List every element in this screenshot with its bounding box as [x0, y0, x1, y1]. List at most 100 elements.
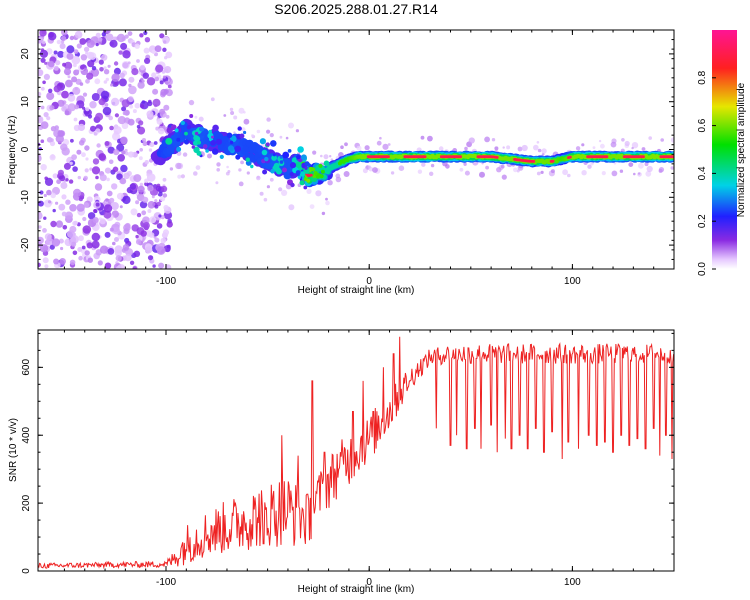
- ridge-blob: [282, 167, 287, 173]
- noise-speckle: [122, 244, 130, 251]
- ridge-blob: [264, 156, 269, 162]
- noise-speckle-layer: [38, 30, 674, 269]
- noise-speckle: [148, 148, 153, 152]
- ridge-blob: [289, 162, 297, 169]
- noise-speckle: [116, 266, 121, 269]
- noise-speckle: [127, 96, 134, 103]
- noise-speckle: [382, 143, 389, 150]
- noise-speckle: [567, 173, 571, 178]
- ridge-blob: [299, 180, 305, 186]
- noise-speckle: [44, 177, 54, 186]
- noise-speckle: [83, 46, 90, 53]
- noise-speckle: [52, 173, 58, 179]
- noise-speckle: [89, 167, 93, 171]
- noise-speckle: [159, 80, 164, 85]
- noise-speckle: [259, 191, 264, 196]
- colorbar-gradient: [712, 30, 737, 269]
- noise-speckle: [670, 166, 674, 170]
- noise-speckle: [58, 238, 64, 244]
- noise-speckle: [59, 43, 66, 50]
- ridge-blob: [245, 157, 250, 162]
- noise-speckle: [288, 122, 294, 129]
- noise-speckle: [79, 82, 84, 86]
- noise-speckle: [638, 162, 644, 169]
- noise-speckle: [92, 217, 99, 224]
- noise-speckle: [139, 148, 143, 152]
- noise-speckle: [40, 105, 45, 110]
- noise-speckle: [165, 51, 173, 59]
- noise-speckle: [65, 199, 71, 205]
- noise-speckle: [104, 231, 111, 238]
- noise-speckle: [226, 165, 229, 169]
- noise-speckle: [147, 101, 153, 107]
- ridge-core: [459, 155, 462, 159]
- noise-speckle: [67, 75, 71, 79]
- noise-speckle: [128, 76, 135, 83]
- noise-speckle: [77, 175, 82, 180]
- noise-speckle: [592, 146, 596, 150]
- noise-speckle: [230, 111, 235, 115]
- noise-speckle: [82, 92, 88, 97]
- noise-speckle: [87, 212, 96, 220]
- noise-speckle: [132, 266, 137, 269]
- ridge-blob: [270, 168, 275, 174]
- noise-speckle: [119, 205, 123, 209]
- noise-speckle: [106, 190, 113, 197]
- noise-speckle: [92, 158, 100, 165]
- noise-speckle: [240, 160, 245, 165]
- ridge-cell: [320, 169, 325, 174]
- noise-speckle: [133, 250, 141, 257]
- ridge-blob: [176, 146, 182, 152]
- noise-speckle: [40, 86, 45, 91]
- noise-speckle: [71, 76, 78, 83]
- noise-speckle: [266, 117, 271, 122]
- noise-speckle: [103, 80, 108, 84]
- noise-speckle: [104, 167, 112, 174]
- ridge-blob: [300, 154, 307, 161]
- noise-speckle: [38, 262, 41, 268]
- noise-speckle: [56, 179, 61, 185]
- ridge-blob: [235, 154, 241, 160]
- noise-speckle: [154, 199, 158, 203]
- noise-speckle: [285, 136, 289, 140]
- noise-speckle: [281, 189, 288, 196]
- noise-speckle: [114, 249, 122, 257]
- noise-speckle: [139, 64, 146, 71]
- noise-speckle: [113, 149, 120, 156]
- noise-speckle: [52, 208, 56, 213]
- noise-speckle: [387, 143, 391, 146]
- ridge-blob: [208, 129, 212, 134]
- noise-speckle: [146, 110, 154, 118]
- noise-speckle: [329, 155, 332, 158]
- noise-speckle: [141, 210, 147, 216]
- noise-speckle: [61, 35, 67, 42]
- ridge-blob: [237, 126, 242, 131]
- noise-speckle: [309, 204, 315, 210]
- noise-speckle: [53, 258, 60, 265]
- noise-speckle: [58, 203, 66, 211]
- noise-speckle: [502, 146, 505, 149]
- noise-speckle: [315, 190, 322, 197]
- noise-speckle: [109, 39, 118, 48]
- ridge-core: [551, 159, 555, 163]
- noise-speckle: [147, 209, 152, 213]
- noise-speckle: [73, 220, 78, 226]
- noise-speckle: [69, 161, 73, 165]
- noise-speckle: [78, 255, 83, 261]
- noise-speckle: [140, 104, 145, 109]
- ridge-blob: [295, 170, 301, 175]
- noise-speckle: [485, 165, 489, 170]
- noise-speckle: [70, 138, 74, 143]
- ridge-blob: [261, 149, 268, 156]
- noise-speckle: [45, 237, 54, 246]
- ridge-blob: [189, 114, 194, 118]
- noise-speckle: [263, 197, 268, 202]
- noise-speckle: [266, 185, 270, 189]
- noise-speckle: [251, 134, 254, 138]
- noise-speckle: [182, 152, 188, 157]
- noise-speckle: [87, 114, 93, 119]
- noise-speckle: [376, 140, 382, 146]
- noise-speckle: [140, 230, 147, 237]
- noise-speckle: [43, 112, 49, 118]
